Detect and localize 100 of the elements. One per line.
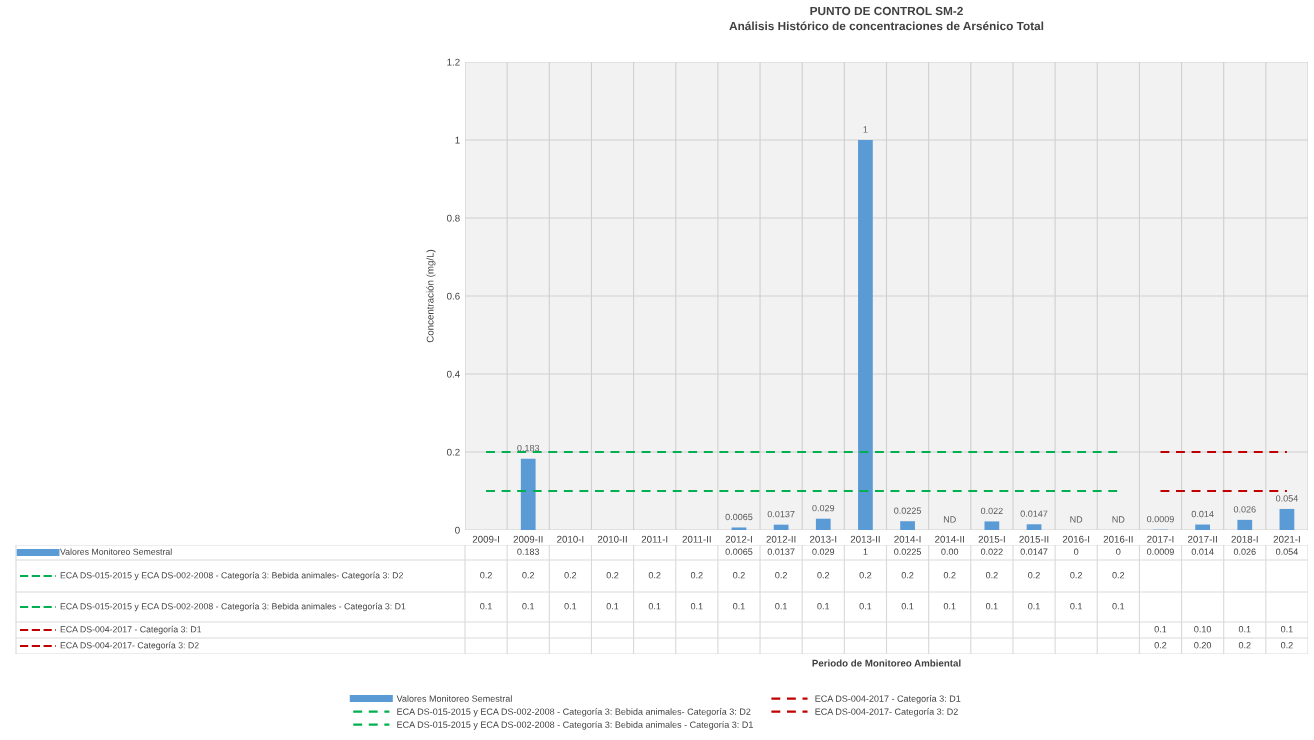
x-tick-label: 2016-I [1062, 535, 1090, 543]
legend-label: Valores Monitoreo Semestral [396, 695, 512, 702]
data-label: 0.2 [1154, 642, 1167, 649]
data-label: 0.2 [901, 572, 914, 579]
data-label: 0.2 [648, 572, 661, 579]
text: ECA DS-015-2015 y ECA DS-002-2008 - Categoría 3: Bebida animales - Categoría 3: D1 [397, 721, 753, 730]
x-tick-label: 2017-II [1187, 535, 1217, 543]
y-tick-label: 0.2 [447, 448, 460, 456]
data-label: 0.2 [985, 572, 998, 579]
bar [773, 524, 789, 530]
data-label: 0.026 [1233, 548, 1256, 555]
data-label: 0.0065 [725, 548, 753, 555]
data-label: 0.1 [1281, 626, 1293, 633]
x-tick-label: 2011-II [682, 535, 711, 543]
y-tick-label: 0 [455, 526, 460, 534]
y-tick-label: 1.2 [447, 58, 460, 66]
annotation: 0.054 [1275, 495, 1298, 502]
data-label: 0.0225 [894, 548, 921, 555]
data-label: 0.1 [564, 603, 577, 610]
annotation: 1 [863, 126, 868, 133]
x-tick-label: 2013-I [809, 535, 837, 543]
data-label: 0.2 [1281, 642, 1293, 649]
bar [1195, 524, 1210, 530]
x-tick-label: 2012-II [766, 535, 796, 543]
x-tick-label: 2009-II [513, 535, 543, 543]
data-label: 0.1 [690, 603, 703, 610]
text: Periodo de Monitoreo Ambiental [812, 659, 961, 667]
legend-label: ECA DS-015-2015 y ECA DS-002-2008 - Categoría 3: Bebida animales- Categoría 3: D2 [60, 571, 403, 581]
data-label: 0.1 [648, 603, 661, 610]
data-label: 0.0137 [767, 548, 795, 555]
data-label: 0.1 [1028, 603, 1040, 610]
chart-title: PUNTO DE CONTROL SM-2 [810, 6, 963, 16]
x-tick-label: 2011-I [641, 535, 668, 543]
data-label: 0.029 [812, 548, 835, 555]
data-label: 0.2 [859, 572, 872, 579]
annotation: 0.0147 [1020, 510, 1048, 517]
y-tick-label: 1 [455, 136, 460, 144]
bar [815, 518, 831, 530]
data-label: 0.1 [1154, 626, 1167, 633]
data-label: 0.1 [480, 603, 492, 610]
chart-subtitle: Análisis Histórico de concentraciones de Arsénico Total [729, 21, 1044, 31]
data-label: 0.2 [817, 572, 830, 579]
data-label: 0.1 [775, 603, 787, 610]
data-label: 0.1 [859, 603, 872, 610]
x-tick-label: 2009-I [472, 535, 499, 543]
data-label: 0.2 [606, 572, 619, 579]
text: Valores Monitoreo Semestral [60, 548, 172, 555]
y-tick-label: 0.6 [447, 292, 460, 300]
x-tick-label: 2021-I [1273, 535, 1300, 543]
bar [731, 527, 747, 530]
x-tick-label: 2017-I [1147, 535, 1174, 543]
data-label: 0.1 [1238, 626, 1251, 633]
data-label: 0.2 [1070, 572, 1082, 579]
annotation: ND [943, 516, 956, 523]
data-label: 0.014 [1191, 548, 1214, 555]
x-tick-label: 2015-II [1019, 535, 1049, 543]
y-tick-label: 0.8 [447, 214, 460, 222]
annotation: 0.0225 [894, 507, 921, 514]
data-label: 0.1 [1070, 603, 1083, 610]
data-label: 0.10 [1194, 626, 1212, 633]
y-axis-title: Concentración (mg/L) [426, 249, 436, 343]
legend-label: ECA DS-004-2017 - Categoría 3: D1 [815, 695, 961, 704]
annotation: ND [1112, 516, 1125, 523]
data-label: 0.183 [517, 548, 540, 555]
annotation: 0.0009 [1147, 515, 1174, 523]
data-label: 0.2 [564, 572, 577, 579]
data-label: 0.20 [1194, 642, 1212, 649]
bar [1279, 508, 1295, 530]
data-label: 0.1 [1112, 603, 1125, 610]
x-tick-label: 2015-I [978, 535, 1005, 543]
x-tick-label: 2018-I [1231, 535, 1258, 543]
data-label: 0.1 [817, 603, 830, 610]
text: ECA DS-004-2017 - Categoría 3: D1 [60, 625, 202, 635]
y-tick-label: 0.4 [447, 370, 460, 378]
annotation: 0.029 [812, 504, 835, 512]
bar [984, 521, 1000, 530]
annotation: 0.014 [1191, 510, 1214, 518]
data-label: 0.1 [901, 603, 914, 610]
annotation: 0.022 [980, 507, 1003, 515]
text: ECA DS-004-2017- Categoría 3: D2 [60, 641, 199, 651]
annotation: 0.026 [1233, 506, 1256, 513]
data-label: 0.2 [1238, 642, 1251, 649]
bar [1026, 524, 1042, 530]
data-label: 0.2 [1028, 572, 1040, 579]
x-tick-label: 2013-II [850, 535, 880, 543]
x-tick-label: 2012-I [725, 535, 752, 543]
data-label: 1 [863, 548, 868, 555]
data-label: 0.054 [1275, 548, 1298, 555]
bar [900, 521, 915, 530]
data-label: 0.1 [733, 603, 745, 610]
data-label: 0.2 [522, 572, 535, 579]
bar [520, 458, 536, 530]
data-label: 0 [1116, 548, 1121, 555]
legend-label: ECA DS-004-2017- Categoría 3: D2 [815, 708, 958, 717]
x-tick-label: 2014-I [894, 535, 921, 543]
annotation: 0.0137 [767, 510, 795, 518]
data-label: 0.00 [941, 548, 959, 555]
x-tick-label: 2016-II [1103, 535, 1133, 543]
data-label: 0.2 [775, 572, 787, 579]
x-tick-label: 2010-II [597, 535, 627, 543]
